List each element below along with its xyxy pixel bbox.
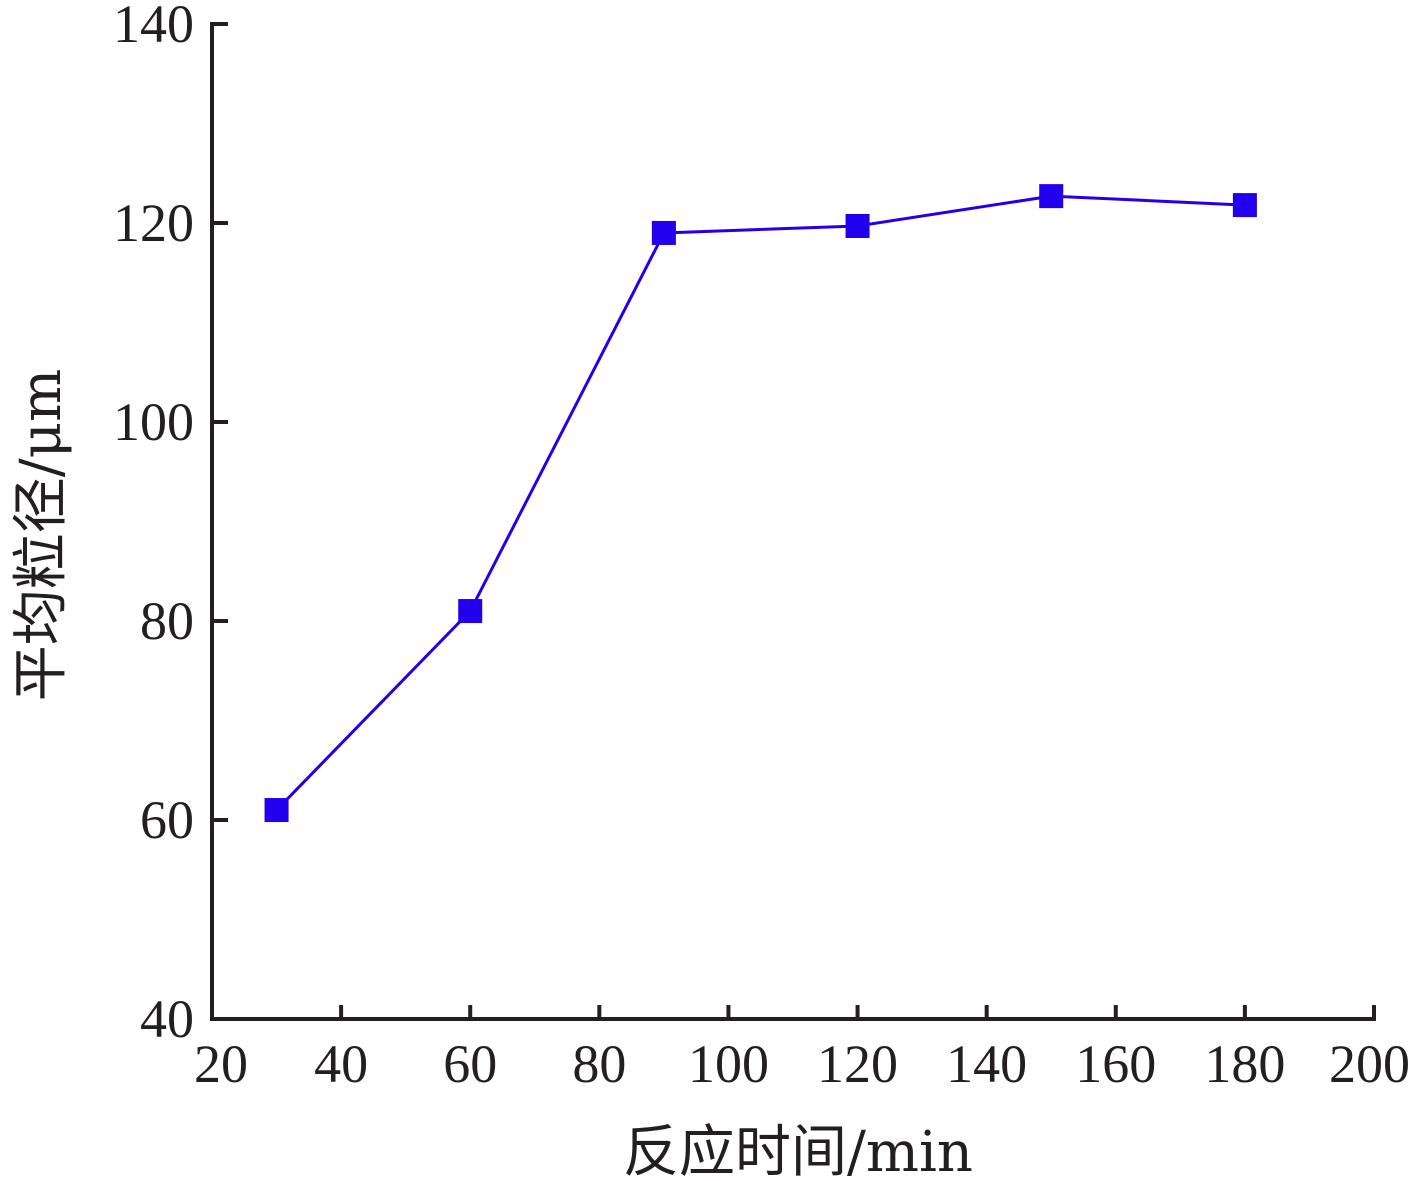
data-point-marker [1039, 184, 1064, 209]
y-tick-label: 120 [113, 193, 194, 253]
data-point-marker [845, 213, 870, 238]
y-tick-label: 100 [113, 392, 194, 452]
axes [210, 22, 1376, 1021]
plot-area [264, 184, 1257, 823]
x-tick-label: 20 [194, 1034, 248, 1094]
x-axis-title: 反应时间/min [623, 1120, 973, 1181]
x-tick-label: 180 [1204, 1034, 1285, 1094]
x-tick-label: 60 [443, 1034, 497, 1094]
axis-frame [210, 22, 1376, 1021]
x-tick-label: 40 [314, 1034, 368, 1094]
x-tick-label: 120 [817, 1034, 898, 1094]
x-tick-label: 140 [946, 1034, 1027, 1094]
y-tick-label: 40 [140, 989, 194, 1049]
x-tick-label: 80 [572, 1034, 626, 1094]
data-point-marker [458, 599, 483, 624]
y-tick-label: 80 [140, 591, 194, 651]
x-tick-label: 100 [688, 1034, 769, 1094]
data-point-marker [1232, 193, 1257, 218]
y-tick-label: 140 [113, 0, 194, 54]
y-tick-label: 60 [140, 790, 194, 850]
y-axis-title: 平均粒径/μm [9, 369, 74, 701]
series-line [275, 194, 1245, 812]
data-point-marker [651, 220, 676, 245]
data-point-marker [264, 798, 289, 823]
x-tick-label: 200 [1329, 1034, 1410, 1094]
x-tick-label: 160 [1075, 1034, 1156, 1094]
